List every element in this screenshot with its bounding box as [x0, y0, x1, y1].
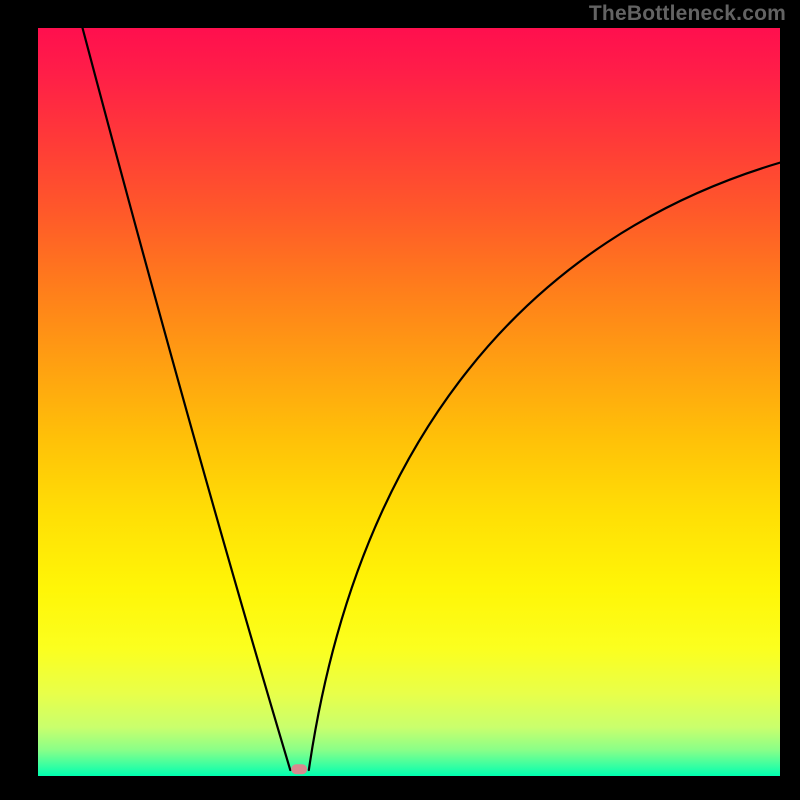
chart-canvas — [0, 0, 800, 800]
plot-area — [38, 28, 780, 776]
stage: TheBottleneck.com — [0, 0, 800, 800]
gradient-background — [38, 28, 780, 776]
minimum-marker — [291, 764, 307, 774]
watermark-text: TheBottleneck.com — [589, 2, 786, 26]
